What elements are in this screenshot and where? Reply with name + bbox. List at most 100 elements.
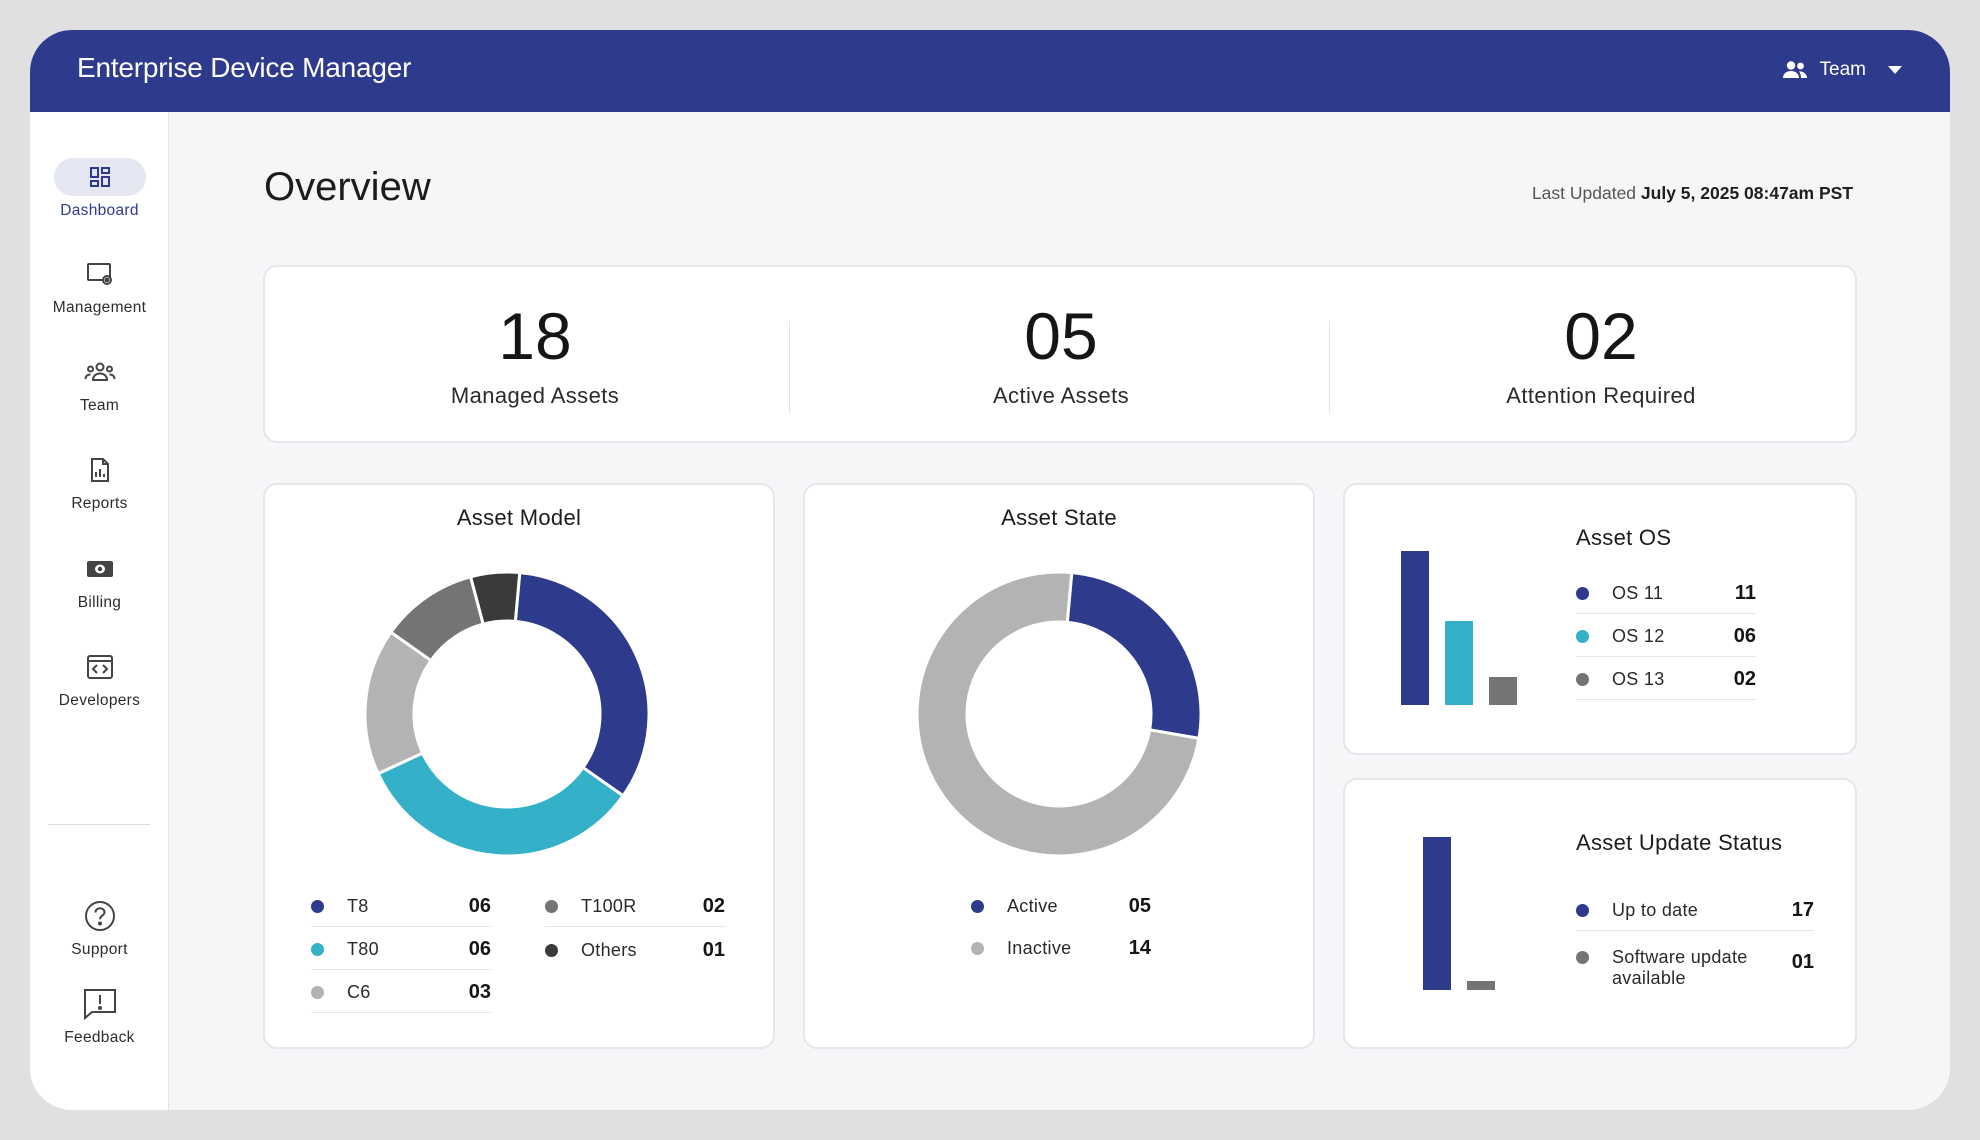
donut-slice-inactive	[917, 572, 1201, 856]
sidebar-item-billing[interactable]: Billing	[30, 550, 169, 612]
legend-value: 01	[702, 938, 725, 961]
stat-label: Managed Assets	[450, 383, 620, 408]
legend-label: Up to date	[1612, 900, 1699, 920]
feedback-icon	[54, 985, 146, 1023]
legend-row: Software update available 01	[1576, 935, 1814, 993]
legend-label: Software update available	[1612, 947, 1748, 988]
legend-row: OS 12 06	[1576, 617, 1756, 657]
asset-os-card: Asset OS OS 11 11 OS 12 06 OS 13 02	[1343, 483, 1857, 755]
sidebar-item-label: Billing	[77, 594, 122, 611]
legend-dot	[1576, 951, 1589, 964]
donut-slice-active	[1065, 572, 1201, 741]
bar-os-11	[1401, 551, 1429, 705]
legend-dot	[971, 941, 984, 955]
legend-dot	[311, 900, 324, 913]
legend-dot	[1576, 587, 1589, 600]
summary-card: 18 Managed Assets 05 Active Assets 02 At…	[263, 265, 1857, 443]
card-title: Asset State	[1001, 505, 1117, 530]
legend-row: Up to date 17	[1576, 891, 1814, 931]
sidebar-item-label: Dashboard	[60, 202, 139, 219]
legend-label: OS 11	[1612, 583, 1664, 603]
card-title: Asset OS	[1576, 525, 1672, 550]
team-menu-label: Team	[1819, 59, 1866, 80]
legend-row: OS 13 02	[1576, 660, 1756, 700]
sidebar-item-support[interactable]: Support	[30, 897, 169, 959]
stat-divider	[789, 321, 790, 413]
sidebar-item-dashboard[interactable]: Dashboard	[30, 158, 169, 220]
legend-value: 03	[468, 981, 491, 1003]
stat-value: 18	[498, 299, 572, 373]
dashboard-icon	[53, 158, 146, 196]
code-icon	[54, 648, 146, 686]
donut-slice-others	[468, 572, 522, 626]
last-updated-value: July 5, 2025 08:47am PST	[1640, 183, 1853, 203]
legend-label: T8	[347, 896, 369, 916]
last-updated: Last Updated July 5, 2025 08:47am PST	[1532, 183, 1853, 204]
legend-value: 02	[702, 895, 725, 917]
legend-label: T80	[347, 939, 379, 959]
sidebar-item-label: Support	[71, 941, 128, 958]
legend-row: Inactive 14	[971, 928, 1151, 968]
sidebar-item-label: Management	[52, 299, 147, 316]
donut-slice-t8	[513, 572, 649, 798]
legend-dot	[311, 943, 324, 956]
legend-label: Active	[1007, 895, 1058, 916]
legend-dot	[1576, 904, 1589, 917]
sidebar-item-management[interactable]: Management	[30, 255, 169, 317]
top-bar: Enterprise Device Manager Team	[30, 30, 1950, 112]
help-icon	[54, 897, 146, 935]
legend-value: 06	[1733, 625, 1756, 647]
device-settings-icon	[54, 255, 146, 293]
legend-value: 14	[1128, 936, 1151, 959]
legend-dot	[1576, 630, 1589, 643]
stat-label: Attention Required	[1506, 383, 1696, 408]
legend-label: OS 13	[1612, 669, 1665, 689]
asset-model-card: Asset Model T8 06 T80 06 C6 03 T100R 02	[263, 483, 775, 1049]
sidebar-item-developers[interactable]: Developers	[30, 648, 169, 710]
team-icon	[1782, 60, 1808, 80]
card-title: Asset Update Status	[1576, 830, 1783, 855]
legend-row: OS 11 11	[1576, 574, 1756, 614]
sidebar-item-label: Developers	[58, 692, 141, 709]
asset-update-bar-chart	[1423, 837, 1495, 990]
legend-dot	[971, 899, 984, 913]
legend-value: 11	[1734, 582, 1756, 604]
legend-dot	[1576, 673, 1589, 686]
team-menu-button[interactable]: Team	[1782, 50, 1902, 90]
legend-row: T8 06	[311, 887, 491, 927]
bar-up-to-date	[1423, 837, 1451, 990]
legend-label: C6	[347, 982, 371, 1002]
sidebar-item-label: Team	[79, 397, 120, 414]
legend-row: T100R 02	[545, 887, 725, 927]
legend-row: C6 03	[311, 973, 491, 1013]
sidebar-item-team[interactable]: Team	[30, 353, 169, 415]
sidebar-divider	[48, 824, 150, 825]
asset-update-status-card: Asset Update Status Up to date 17 Softwa…	[1343, 778, 1857, 1049]
billing-icon	[54, 550, 146, 588]
asset-state-card: Asset State Active 05 Inactive 14	[803, 483, 1315, 1049]
asset-model-donut	[365, 572, 649, 856]
stat-divider	[1329, 321, 1330, 413]
card-title: Asset Model	[456, 505, 582, 530]
legend-dot	[311, 986, 324, 999]
stat-attention-required: 02 Attention Required	[1331, 267, 1871, 445]
sidebar-item-label: Feedback	[64, 1029, 135, 1046]
legend-row: T80 06	[311, 930, 491, 970]
app-screen: Enterprise Device Manager Team Dashboard	[30, 30, 1950, 1110]
legend-value: 05	[1128, 894, 1151, 917]
report-icon	[54, 451, 146, 489]
asset-state-donut	[917, 572, 1201, 856]
page-title: Overview	[264, 165, 431, 209]
asset-os-bar-chart	[1401, 551, 1517, 705]
sidebar-item-feedback[interactable]: Feedback	[30, 985, 169, 1047]
legend-value: 17	[1791, 899, 1814, 921]
sidebar-item-reports[interactable]: Reports	[30, 451, 169, 513]
sidebar-item-label: Reports	[71, 495, 128, 512]
sidebar: Dashboard Management Team Reports	[30, 112, 169, 1110]
donut-slice-t80	[376, 751, 626, 856]
legend-value: 06	[468, 938, 491, 960]
last-updated-label: Last Updated	[1531, 183, 1637, 203]
stat-managed-assets: 18 Managed Assets	[265, 267, 805, 445]
stat-active-assets: 05 Active Assets	[791, 267, 1331, 445]
